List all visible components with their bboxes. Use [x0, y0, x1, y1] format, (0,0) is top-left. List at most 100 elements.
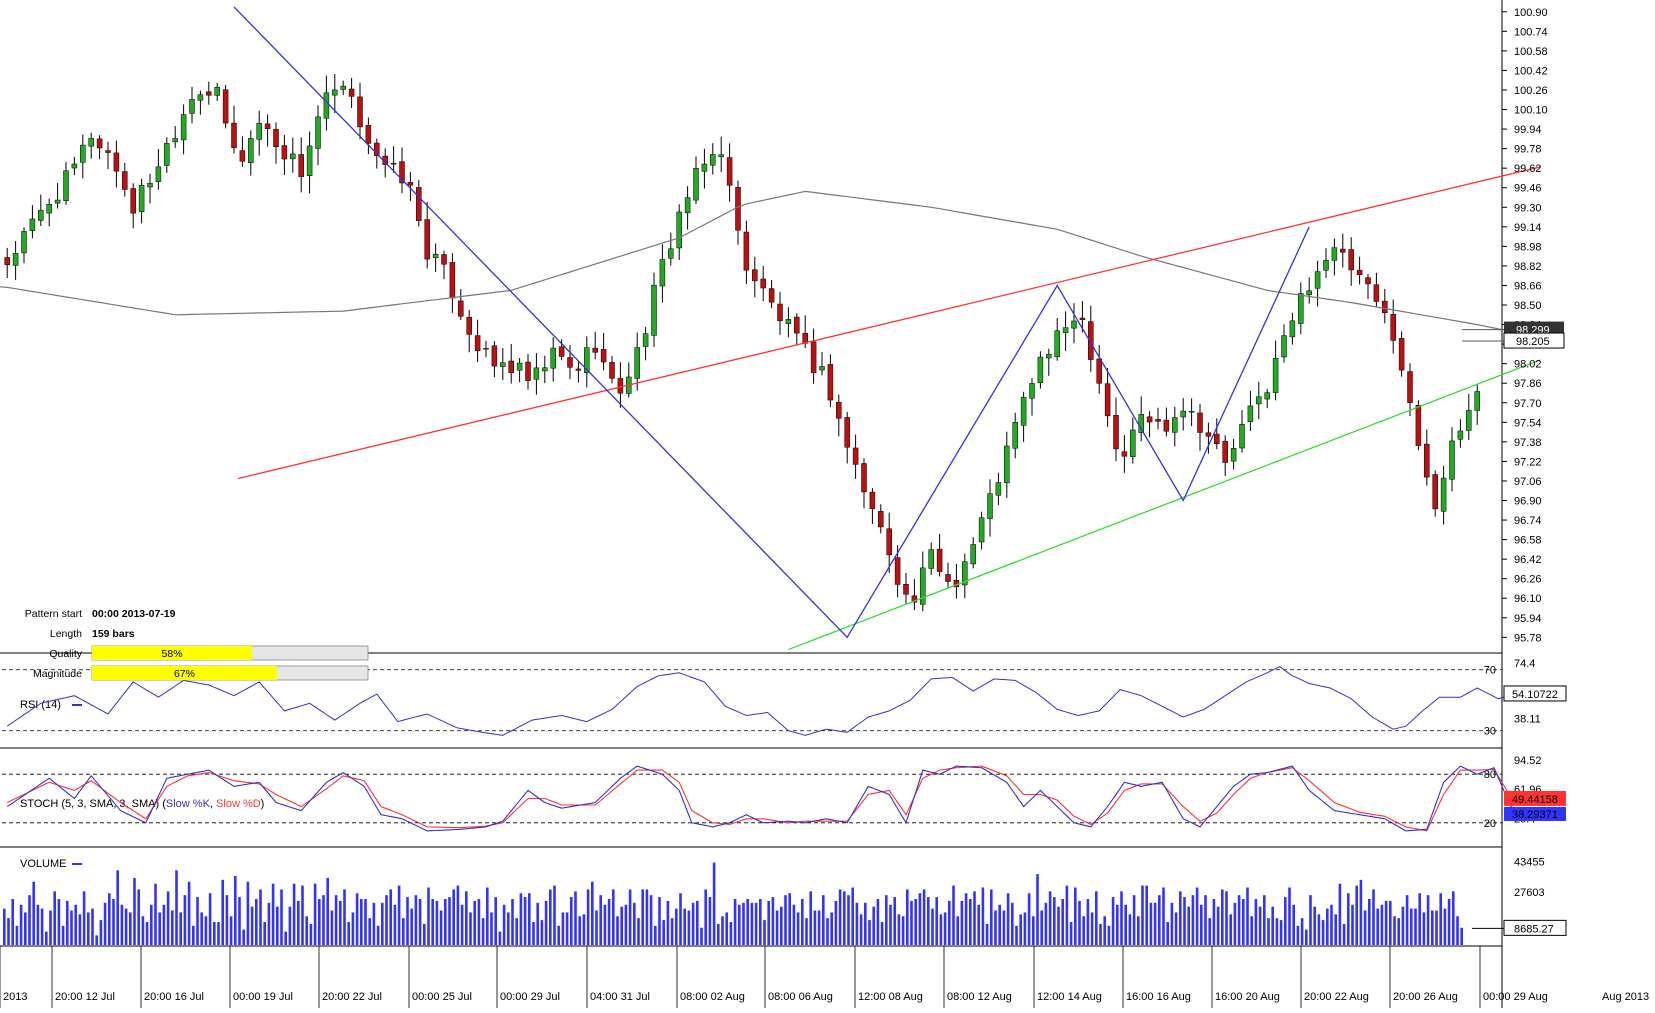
price-tick-label: 99.94 — [1514, 124, 1542, 136]
time-tick-label: 16:00 16 Aug — [1126, 991, 1191, 1003]
volume-bar — [1313, 906, 1316, 945]
volume-bar — [99, 920, 103, 945]
volume-bar — [1368, 899, 1371, 945]
candle-body — [1046, 354, 1052, 359]
volume-bar — [124, 908, 128, 945]
pattern-info-bar-value: 67% — [174, 668, 195, 680]
volume-bar — [78, 914, 82, 945]
price-tick-label: 100.58 — [1514, 46, 1548, 58]
candle-body — [432, 253, 439, 259]
volume-bar — [431, 899, 434, 945]
candle-body — [1457, 430, 1464, 440]
volume-bar — [901, 916, 905, 945]
candle-body — [1323, 259, 1329, 271]
volume-bar — [347, 922, 350, 945]
volume-bar — [910, 900, 913, 945]
candle-body — [651, 284, 657, 336]
volume-bar — [599, 895, 602, 945]
candle-body — [1424, 443, 1430, 478]
candle-body — [71, 163, 78, 169]
volume-bar — [24, 912, 27, 945]
volume-bar — [1279, 920, 1283, 945]
time-tick-label: 12:00 08 Aug — [858, 991, 923, 1003]
candle-body — [239, 150, 246, 162]
volume-bar — [1347, 893, 1350, 945]
volume-bar — [91, 908, 94, 945]
volume-bar — [292, 883, 296, 945]
volume-bar — [1183, 897, 1186, 945]
volume-bar — [641, 889, 644, 945]
candle-body — [726, 157, 733, 186]
volume-bar — [704, 889, 707, 945]
pattern-info-value: 00:00 2013-07-19 — [92, 608, 176, 620]
candle-body — [1113, 414, 1119, 450]
volume-bar — [540, 920, 544, 945]
volume-bar — [1321, 920, 1325, 945]
prev-price-marker — [1504, 321, 1564, 336]
volume-bar — [746, 899, 749, 945]
candle-body — [105, 150, 111, 153]
candle-body — [214, 87, 220, 96]
volume-bar — [334, 895, 338, 945]
volume-bar — [1271, 906, 1274, 945]
moving-average-line — [0, 190, 1528, 334]
candle-body — [441, 254, 447, 265]
volume-bar — [666, 900, 670, 945]
volume-bar — [406, 897, 409, 945]
candle-body — [936, 548, 943, 572]
volume-bar — [246, 881, 250, 945]
candle-body — [617, 378, 624, 394]
candle-body — [945, 574, 951, 582]
volume-bar — [385, 895, 388, 945]
volume-bar — [990, 889, 993, 945]
volume-bar — [171, 910, 174, 945]
candle-body — [1348, 249, 1354, 271]
volume-bar — [662, 920, 665, 945]
volume-bar — [1384, 900, 1388, 945]
volume-bar — [242, 929, 245, 945]
candle-body — [298, 154, 304, 177]
volume-bar — [1187, 906, 1190, 945]
candle-body — [659, 259, 666, 287]
price-tick-label: 98.50 — [1514, 300, 1542, 312]
candle-body — [1130, 429, 1136, 457]
candle-body — [894, 557, 901, 585]
volume-bar — [1145, 885, 1148, 945]
volume-bar — [532, 922, 535, 945]
candle-body — [542, 367, 548, 372]
volume-bar — [1132, 895, 1136, 945]
volume-bar — [414, 895, 418, 945]
volume-bar — [1061, 899, 1064, 945]
volume-bar — [166, 891, 170, 945]
volume-bar — [502, 904, 506, 945]
volume-bar — [1099, 923, 1102, 945]
volume-bar — [721, 916, 724, 945]
volume-bar — [284, 931, 287, 945]
candle-body — [794, 316, 800, 334]
candle-body — [466, 316, 472, 335]
volume-bar — [1300, 918, 1304, 945]
stoch-d-current-marker — [1504, 790, 1566, 806]
volume-bar — [368, 918, 371, 945]
time-tick-label: 2013 — [3, 991, 27, 1003]
volume-bar — [536, 902, 539, 945]
volume-bar — [914, 899, 917, 945]
volume-bar — [1149, 902, 1153, 945]
price-tick-label: 100.10 — [1514, 105, 1548, 117]
volume-bar — [40, 908, 44, 945]
volume-bar — [477, 899, 481, 945]
volume-bar — [591, 881, 594, 945]
candle-body — [869, 491, 876, 510]
candle-body — [844, 417, 850, 448]
pattern-info-label: Length — [50, 628, 82, 640]
volume-bar — [1334, 914, 1337, 945]
volume-bar — [318, 899, 321, 945]
candle-body — [533, 367, 540, 380]
time-tick-label: 20:00 22 Aug — [1304, 991, 1369, 1003]
volume-bar — [771, 897, 775, 945]
volume-bar — [750, 902, 754, 945]
candle-body — [1306, 290, 1312, 296]
volume-bar — [872, 906, 875, 945]
price-tick-label: 100.74 — [1514, 26, 1548, 38]
